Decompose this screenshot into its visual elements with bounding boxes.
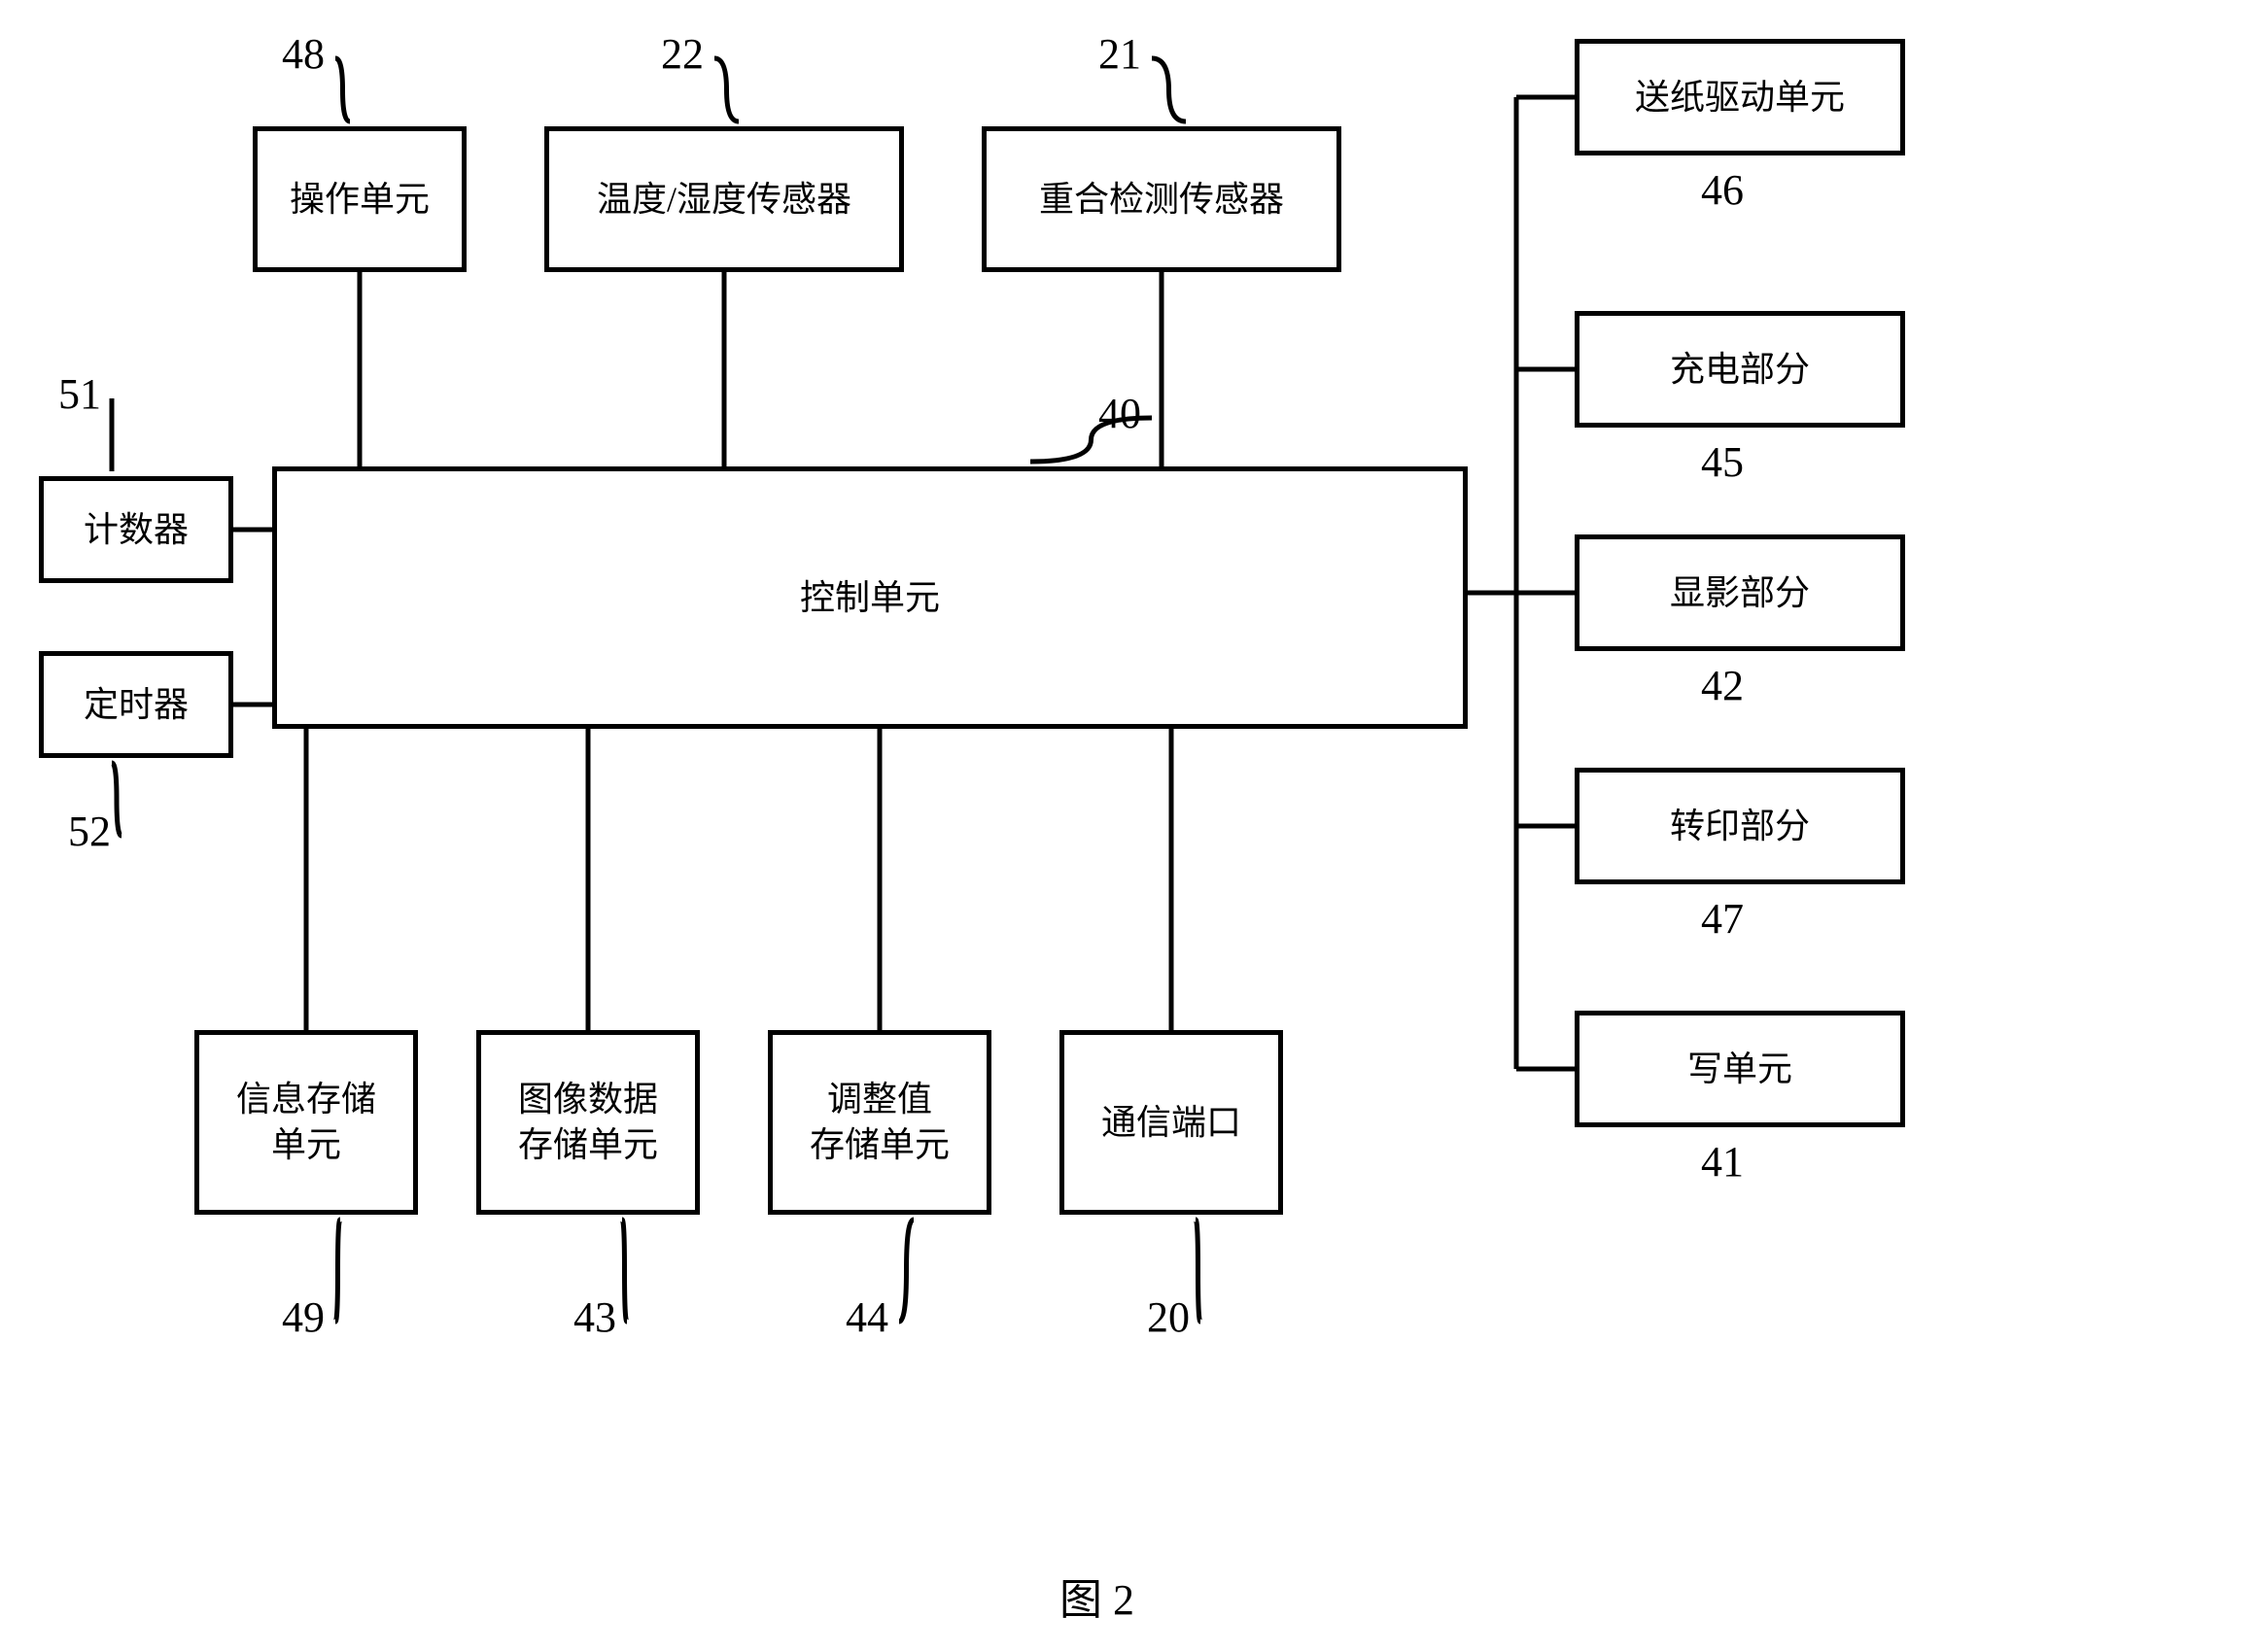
block-label: 信息存储 单元 — [236, 1077, 376, 1168]
block-comm-port: 通信端口 — [1059, 1030, 1283, 1215]
block-charging-part: 充电部分 — [1575, 311, 1905, 428]
block-label: 送纸驱动单元 — [1635, 75, 1845, 120]
block-label: 控制单元 — [800, 575, 940, 621]
block-label: 写单元 — [1687, 1047, 1792, 1092]
block-overlap-sensor: 重合检测传感器 — [982, 126, 1341, 272]
block-label: 操作单元 — [290, 177, 430, 223]
block-label: 温度/湿度传感器 — [597, 177, 851, 223]
ref-label-46: 46 — [1701, 165, 1744, 215]
block-label: 显影部分 — [1670, 570, 1810, 616]
ref-label-49: 49 — [282, 1292, 325, 1342]
block-control-unit: 控制单元 — [272, 466, 1468, 729]
block-label: 定时器 — [84, 682, 189, 728]
block-temp-hum-sensor: 温度/湿度传感器 — [544, 126, 904, 272]
block-adjust-storage: 调整值 存储单元 — [768, 1030, 991, 1215]
block-label: 调整值 存储单元 — [810, 1077, 950, 1168]
ref-label-45: 45 — [1701, 437, 1744, 487]
ref-label-52: 52 — [68, 807, 111, 856]
block-developing-part: 显影部分 — [1575, 534, 1905, 651]
ref-label-42: 42 — [1701, 661, 1744, 710]
block-paper-drive-unit: 送纸驱动单元 — [1575, 39, 1905, 155]
block-label: 重合检测传感器 — [1039, 177, 1284, 223]
block-label: 转印部分 — [1670, 804, 1810, 849]
block-label: 通信端口 — [1101, 1100, 1241, 1146]
block-label: 图像数据 存储单元 — [518, 1077, 658, 1168]
ref-label-20: 20 — [1147, 1292, 1190, 1342]
block-write-unit: 写单元 — [1575, 1011, 1905, 1127]
ref-label-44: 44 — [846, 1292, 888, 1342]
ref-label-43: 43 — [573, 1292, 616, 1342]
ref-label-47: 47 — [1701, 894, 1744, 944]
block-image-storage: 图像数据 存储单元 — [476, 1030, 700, 1215]
block-label: 充电部分 — [1670, 347, 1810, 393]
ref-label-22: 22 — [661, 29, 704, 79]
block-counter: 计数器 — [39, 476, 233, 583]
ref-label-40: 40 — [1098, 389, 1141, 438]
diagram-canvas: 操作单元 温度/湿度传感器 重合检测传感器 送纸驱动单元充电部分显影部分转印部分写单元… — [0, 0, 2256, 1652]
block-operation-unit: 操作单元 — [253, 126, 467, 272]
block-label: 计数器 — [84, 507, 189, 553]
ref-label-21: 21 — [1098, 29, 1141, 79]
figure-caption: 图 2 — [1059, 1565, 1134, 1627]
ref-label-48: 48 — [282, 29, 325, 79]
ref-label-51: 51 — [58, 369, 101, 419]
ref-label-41: 41 — [1701, 1137, 1744, 1187]
block-timer: 定时器 — [39, 651, 233, 758]
block-info-storage: 信息存储 单元 — [194, 1030, 418, 1215]
block-transfer-part: 转印部分 — [1575, 768, 1905, 884]
